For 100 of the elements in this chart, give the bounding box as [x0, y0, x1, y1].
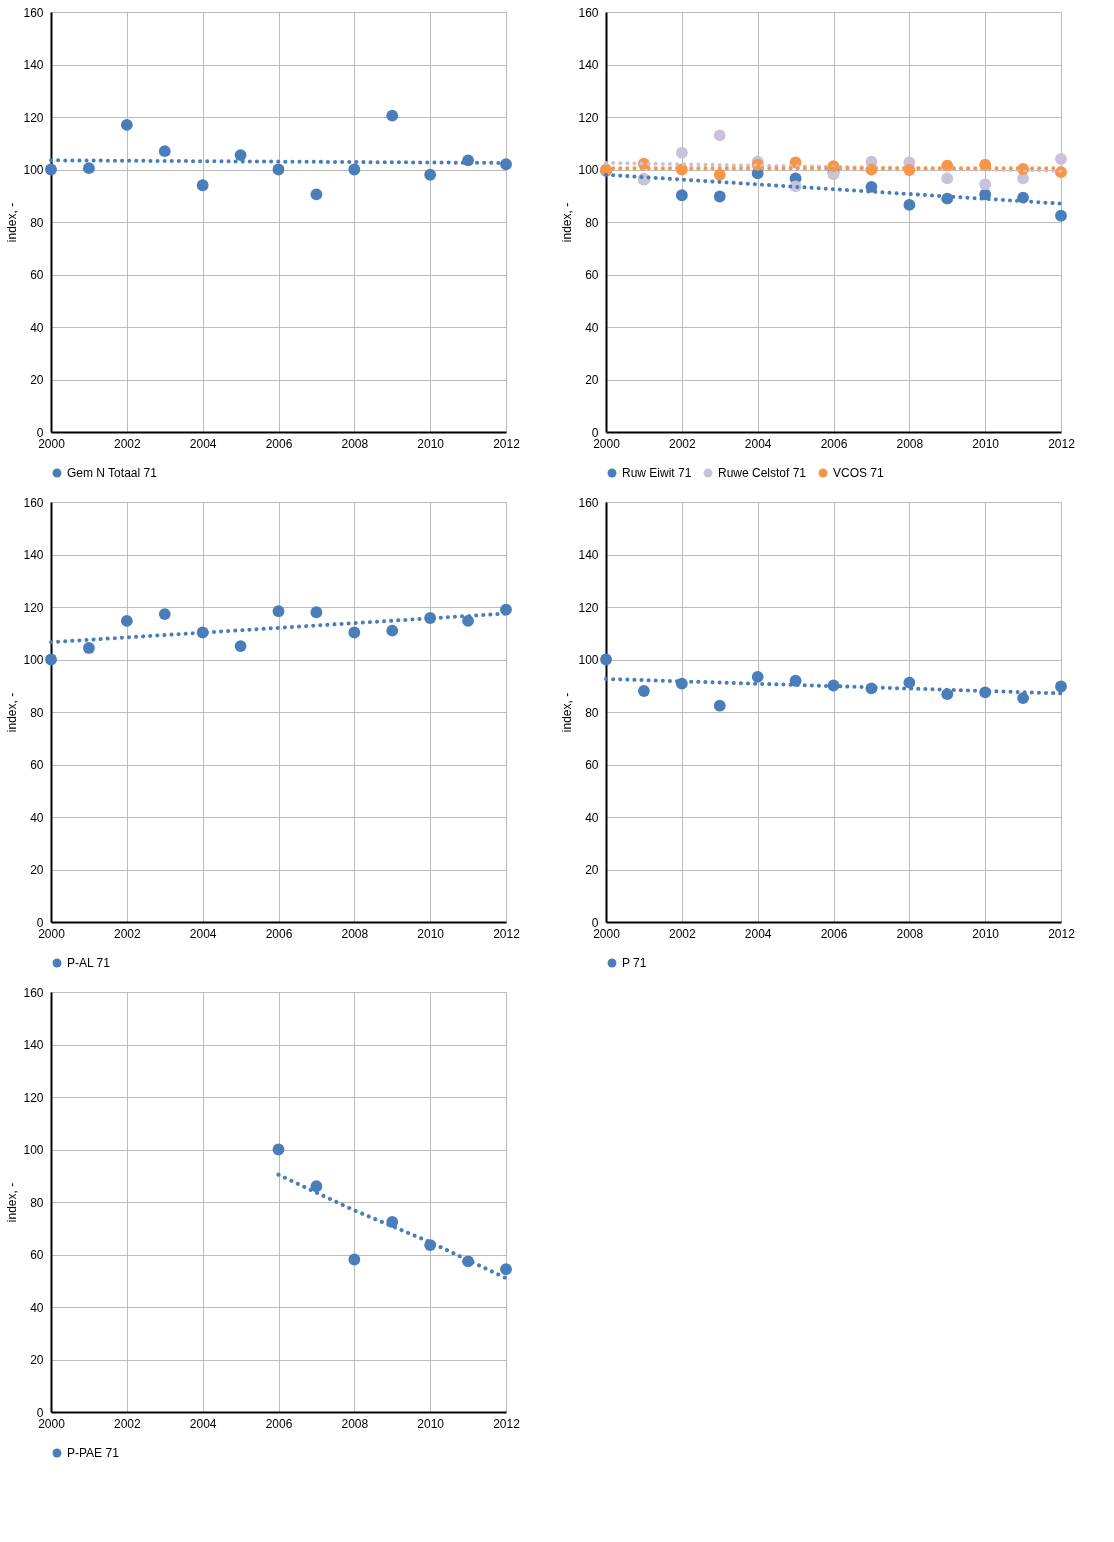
y-tick-label: 100: [23, 1143, 44, 1157]
y-axis-title: index, -: [560, 692, 575, 733]
point: [348, 163, 361, 176]
x-tick-label: 2012: [493, 436, 521, 451]
legend-label: P-AL 71: [67, 956, 111, 970]
y-tick-label: 20: [585, 863, 599, 877]
y-axis-title: index, -: [5, 1182, 20, 1223]
point: [234, 640, 247, 653]
y-tick-label: 40: [30, 320, 44, 335]
x-tick-label: 2012: [1048, 926, 1076, 941]
y-tick-label: 80: [30, 1195, 44, 1210]
y-tick-label: 80: [30, 705, 44, 720]
y-tick-label: 140: [23, 1038, 44, 1052]
y-tick-label: 60: [30, 758, 44, 772]
point: [713, 699, 726, 712]
point: [1055, 680, 1067, 693]
x-tick-label: 2004: [744, 926, 772, 941]
y-axis-title: index, -: [5, 202, 20, 243]
y-tick-label: 160: [23, 5, 44, 20]
x-tick-label: 2004: [189, 1416, 217, 1431]
y-tick-label: 60: [585, 268, 599, 282]
line-series: [276, 1172, 508, 1281]
y-tick-label: 140: [578, 58, 599, 72]
x-tick-label: 2002: [668, 926, 696, 941]
y-tick-label: 120: [23, 110, 44, 125]
y-tick-label: 20: [30, 863, 44, 877]
point: [941, 172, 954, 185]
y-tick-label: 140: [23, 58, 44, 72]
point: [234, 149, 247, 161]
y-tick-label: 40: [585, 320, 599, 335]
y-tick-label: 100: [23, 163, 44, 177]
y-tick-label: 140: [578, 548, 599, 562]
point: [941, 688, 954, 701]
x-tick-label: 2006: [820, 926, 848, 941]
point: [1017, 692, 1029, 704]
x-tick-label: 2010: [972, 436, 1000, 451]
point: [272, 163, 285, 176]
point: [903, 199, 916, 211]
x-tick-label: 2002: [113, 436, 141, 451]
x-tick-label: 2002: [113, 926, 141, 941]
legend-label: Gem N Totaal 71: [67, 466, 158, 480]
x-tick-label: 2006: [265, 1416, 293, 1431]
point: [45, 163, 57, 176]
y-axis-title: index, -: [560, 202, 575, 243]
x-tick-label: 2012: [1048, 436, 1076, 451]
x-tick-label: 2008: [341, 1416, 369, 1431]
y-tick-label: 120: [578, 110, 599, 125]
point: [675, 146, 688, 159]
legend-label: P-PAE 71: [67, 1446, 120, 1460]
point: [386, 624, 399, 637]
x-tick-label: 2010: [972, 926, 1000, 941]
x-tick-label: 2008: [896, 436, 924, 451]
point: [1055, 209, 1067, 222]
point: [713, 190, 726, 203]
point: [1055, 153, 1067, 165]
x-tick-label: 2012: [493, 926, 521, 941]
point: [45, 653, 57, 666]
x-tick-label: 2006: [265, 926, 293, 941]
x-tick-label: 2008: [341, 436, 369, 451]
point: [348, 1253, 361, 1266]
y-tick-label: 160: [578, 5, 599, 20]
y-tick-label: 100: [23, 653, 44, 667]
point: [348, 626, 361, 639]
y-tick-label: 40: [30, 1300, 44, 1315]
point: [638, 685, 650, 697]
y-tick-label: 60: [30, 1248, 44, 1262]
y-tick-label: 160: [578, 495, 599, 510]
point: [310, 1180, 323, 1193]
y-tick-label: 120: [23, 600, 44, 615]
x-tick-label: 2004: [744, 436, 772, 451]
x-tick-label: 2002: [113, 1416, 141, 1431]
point: [600, 653, 612, 666]
y-tick-label: 40: [30, 810, 44, 825]
y-tick-label: 120: [23, 1090, 44, 1105]
y-tick-label: 20: [585, 373, 599, 387]
y-tick-label: 20: [30, 1353, 44, 1367]
legend-label: Ruwe Celstof 71: [718, 466, 807, 480]
y-axis-title: index, -: [5, 692, 20, 733]
x-tick-label: 2008: [341, 926, 369, 941]
point: [196, 179, 209, 192]
point: [424, 168, 437, 181]
x-tick-label: 2006: [820, 436, 848, 451]
y-tick-label: 160: [23, 495, 44, 510]
point: [675, 189, 688, 202]
point: [120, 118, 133, 131]
y-tick-label: 80: [585, 215, 599, 230]
point: [83, 162, 95, 175]
point: [83, 642, 95, 654]
y-tick-label: 60: [585, 758, 599, 772]
y-tick-label: 80: [30, 215, 44, 230]
point: [158, 608, 171, 620]
point: [713, 168, 726, 181]
y-tick-label: 80: [585, 705, 599, 720]
y-tick-label: 160: [23, 985, 44, 1000]
point: [272, 1143, 285, 1156]
point: [310, 606, 323, 619]
legend-label: Ruw Eiwit 71: [622, 466, 692, 480]
point: [713, 129, 726, 142]
y-tick-label: 100: [578, 163, 599, 177]
point: [310, 188, 323, 201]
